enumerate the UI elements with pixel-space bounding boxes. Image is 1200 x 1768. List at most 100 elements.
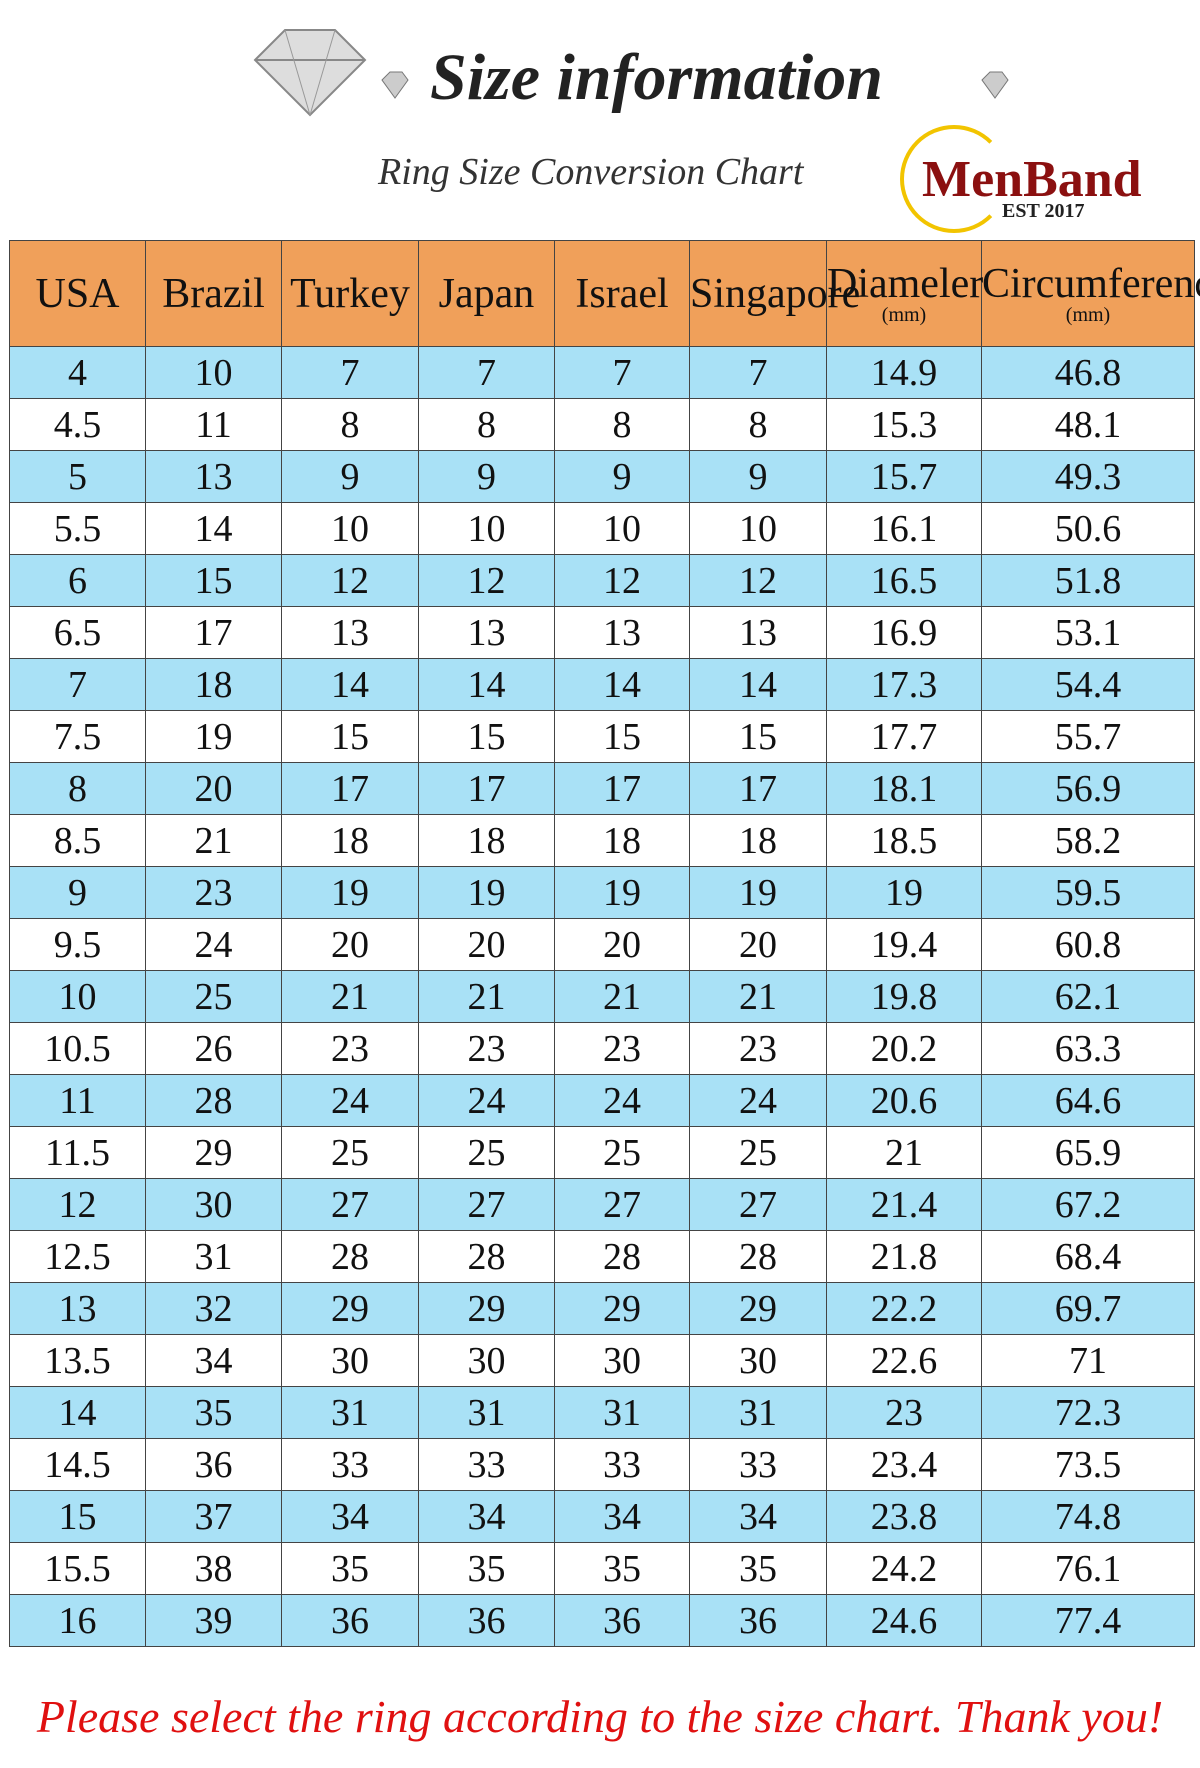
table-cell: 35	[145, 1386, 282, 1439]
table-cell: 9	[554, 450, 690, 503]
table-cell: 17	[554, 762, 690, 815]
table-cell: 71	[981, 1334, 1195, 1387]
table-cell: 28	[554, 1230, 690, 1283]
column-label: USA	[35, 270, 120, 317]
table-cell: 8	[418, 398, 555, 451]
table-cell: 11.5	[9, 1126, 146, 1179]
table-cell: 24.2	[826, 1542, 982, 1595]
table-cell: 9	[418, 450, 555, 503]
table-cell: 30	[689, 1334, 827, 1387]
column-label: Diameler	[827, 260, 984, 307]
table-cell: 18	[145, 658, 282, 711]
table-cell: 59.5	[981, 866, 1195, 919]
table-cell: 9	[9, 866, 146, 919]
table-cell: 16	[9, 1594, 146, 1647]
table-cell: 17.3	[826, 658, 982, 711]
column-header: Circumference(mm)	[981, 240, 1200, 347]
table-cell: 12	[9, 1178, 146, 1231]
table-cell: 21.4	[826, 1178, 982, 1231]
table-cell: 21	[689, 970, 827, 1023]
column-label: Brazil	[162, 270, 265, 317]
table-cell: 28	[145, 1074, 282, 1127]
table-cell: 20	[418, 918, 555, 971]
table-cell: 5	[9, 450, 146, 503]
table-cell: 8	[9, 762, 146, 815]
table-cell: 46.8	[981, 346, 1195, 399]
column-label: Circumference	[982, 260, 1200, 307]
column-label: Israel	[575, 270, 669, 317]
table-cell: 33	[554, 1438, 690, 1491]
table-cell: 7	[554, 346, 690, 399]
table-cell: 15	[281, 710, 419, 763]
table-cell: 15	[9, 1490, 146, 1543]
table-row: 6 15 12 12 12 12 16.5 51.8	[9, 554, 1195, 607]
table-cell: 60.8	[981, 918, 1195, 971]
table-cell: 72.3	[981, 1386, 1195, 1439]
subtitle: Ring Size Conversion Chart	[378, 151, 804, 193]
table-cell: 15.5	[9, 1542, 146, 1595]
table-cell: 33	[418, 1438, 555, 1491]
table-cell: 15	[418, 710, 555, 763]
table-cell: 18.1	[826, 762, 982, 815]
table-cell: 30	[281, 1334, 419, 1387]
table-cell: 14	[145, 502, 282, 555]
table-cell: 32	[145, 1282, 282, 1335]
table-cell: 65.9	[981, 1126, 1195, 1179]
table-cell: 24	[554, 1074, 690, 1127]
table-cell: 11	[9, 1074, 146, 1127]
table-row: 14.5 36 33 33 33 33 23.4 73.5	[9, 1438, 1195, 1491]
table-cell: 20	[554, 918, 690, 971]
table-cell: 23	[554, 1022, 690, 1075]
column-unit: (mm)	[1065, 303, 1111, 326]
table-row: 5.5 14 10 10 10 10 16.1 50.6	[9, 502, 1195, 555]
table-row: 8.5 21 18 18 18 18 18.5 58.2	[9, 814, 1195, 867]
table-cell: 34	[145, 1334, 282, 1387]
table-cell: 14	[9, 1386, 146, 1439]
table-cell: 14	[281, 658, 419, 711]
table-row: 4.5 11 8 8 8 8 15.3 48.1	[9, 398, 1195, 451]
table-cell: 23.8	[826, 1490, 982, 1543]
table-cell: 10	[145, 346, 282, 399]
table-cell: 25	[554, 1126, 690, 1179]
table-cell: 13	[689, 606, 827, 659]
table-cell: 38	[145, 1542, 282, 1595]
size-table: USA Brazil Turkey Japan Israel Singapore Diame…	[9, 240, 1200, 1647]
table-cell: 27	[281, 1178, 419, 1231]
table-cell: 16.9	[826, 606, 982, 659]
table-cell: 14	[554, 658, 690, 711]
table-cell: 35	[689, 1542, 827, 1595]
table-cell: 23.4	[826, 1438, 982, 1491]
table-cell: 25	[145, 970, 282, 1023]
logo-est: EST 2017	[1002, 200, 1085, 222]
table-cell: 9	[689, 450, 827, 503]
table-cell: 34	[418, 1490, 555, 1543]
table-cell: 10.5	[9, 1022, 146, 1075]
table-cell: 8	[281, 398, 419, 451]
table-cell: 28	[418, 1230, 555, 1283]
table-cell: 15	[689, 710, 827, 763]
column-label: Japan	[438, 270, 535, 317]
table-cell: 15	[145, 554, 282, 607]
table-cell: 15	[554, 710, 690, 763]
table-cell: 56.9	[981, 762, 1195, 815]
table-cell: 14	[418, 658, 555, 711]
column-header: Singapore	[689, 240, 860, 347]
table-row: 16 39 36 36 36 36 24.6 77.4	[9, 1594, 1195, 1647]
table-row: 13 32 29 29 29 29 22.2 69.7	[9, 1282, 1195, 1335]
table-cell: 19	[826, 866, 982, 919]
table-row: 9 23 19 19 19 19 19 59.5	[9, 866, 1195, 919]
table-cell: 21	[554, 970, 690, 1023]
table-cell: 39	[145, 1594, 282, 1647]
table-cell: 7	[281, 346, 419, 399]
table-cell: 68.4	[981, 1230, 1195, 1283]
table-cell: 18.5	[826, 814, 982, 867]
table-cell: 24	[281, 1074, 419, 1127]
table-cell: 34	[554, 1490, 690, 1543]
column-label: Turkey	[290, 270, 410, 317]
table-cell: 10	[281, 502, 419, 555]
table-cell: 24.6	[826, 1594, 982, 1647]
table-cell: 21.8	[826, 1230, 982, 1283]
table-row: 14 35 31 31 31 31 23 72.3	[9, 1386, 1195, 1439]
table-cell: 10	[418, 502, 555, 555]
table-cell: 37	[145, 1490, 282, 1543]
